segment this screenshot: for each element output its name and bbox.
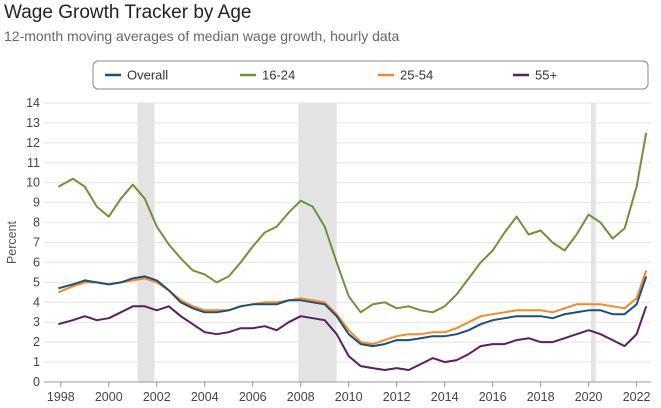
y-tick-label-5: 5 — [33, 275, 40, 289]
x-tick-label-2000: 2000 — [95, 390, 123, 404]
x-tick-label-2016: 2016 — [479, 390, 507, 404]
y-tick-label-3: 3 — [33, 315, 40, 329]
x-tick-label-2008: 2008 — [287, 390, 315, 404]
y-tick-label-6: 6 — [33, 255, 40, 269]
x-tick-label-2010: 2010 — [335, 390, 363, 404]
series-line-overall — [58, 275, 648, 348]
y-tick-label-4: 4 — [33, 295, 40, 309]
y-tick-label-11: 11 — [27, 156, 40, 170]
y-tick-label-10: 10 — [26, 176, 40, 190]
legend-label-25-54: 25-54 — [400, 68, 433, 83]
x-tick-label-2018: 2018 — [527, 390, 555, 404]
x-tick-label-1998: 1998 — [47, 390, 75, 404]
x-tick-label-2002: 2002 — [143, 390, 171, 404]
y-tick-label-7: 7 — [33, 236, 40, 250]
series-line-25-54 — [58, 270, 648, 346]
chart-title: Wage Growth Tracker by Age — [4, 2, 252, 23]
y-tick-label-0: 0 — [33, 375, 40, 389]
y-tick-label-13: 13 — [26, 116, 40, 130]
y-tick-label-2: 2 — [33, 335, 40, 349]
x-tick-label-2020: 2020 — [575, 390, 603, 404]
y-tick-label-12: 12 — [26, 136, 40, 150]
series-line-16-24 — [57, 132, 648, 314]
x-tick-label-2006: 2006 — [239, 390, 267, 404]
x-tick-label-2022: 2022 — [623, 390, 651, 404]
legend-label-16-24: 16-24 — [262, 68, 295, 83]
y-tick-label-14: 14 — [26, 96, 40, 110]
y-axis-label: Percent — [5, 220, 19, 264]
chart-subtitle: 12-month moving averages of median wage … — [4, 28, 400, 44]
y-tick-label-9: 9 — [33, 196, 40, 210]
series-line-55- — [58, 305, 648, 371]
legend-label-overall: Overall — [127, 68, 168, 83]
x-tick-label-2004: 2004 — [191, 390, 219, 404]
x-tick-label-2012: 2012 — [383, 390, 411, 404]
y-tick-label-8: 8 — [33, 216, 40, 230]
legend-box — [92, 60, 649, 90]
y-tick-label-1: 1 — [33, 355, 40, 369]
x-tick-label-2014: 2014 — [431, 390, 459, 404]
legend-label-55-: 55+ — [535, 68, 557, 83]
